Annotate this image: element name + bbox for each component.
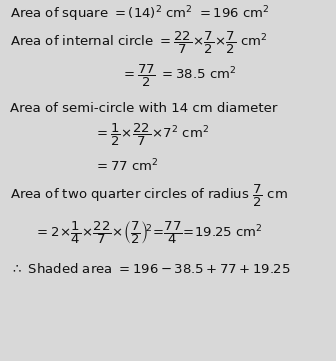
Text: $= 77$ cm$^2$: $= 77$ cm$^2$ — [94, 158, 158, 174]
Text: $= 2\!\times\!\dfrac{1}{4}\!\times\!\dfrac{22}{7}\!\times\!\left(\dfrac{7}{2}\ri: $= 2\!\times\!\dfrac{1}{4}\!\times\!\dfr… — [34, 219, 262, 246]
Text: $= \dfrac{1}{2}\!\times\!\dfrac{22}{7}\!\times\!7^2$ cm$^2$: $= \dfrac{1}{2}\!\times\!\dfrac{22}{7}\!… — [94, 122, 209, 148]
Text: Area of semi-circle with 14 cm diameter: Area of semi-circle with 14 cm diameter — [10, 102, 278, 115]
Text: $= \dfrac{77}{2}\;= 38.5$ cm$^2$: $= \dfrac{77}{2}\;= 38.5$ cm$^2$ — [121, 63, 236, 89]
Text: Area of two quarter circles of radius $\dfrac{7}{2}$ cm: Area of two quarter circles of radius $\… — [10, 183, 288, 209]
Text: $\therefore$ Shaded area $= 196 - 38.5 + 77 + 19.25$: $\therefore$ Shaded area $= 196 - 38.5 +… — [10, 262, 291, 276]
Text: Area of square $= (14)^2$ cm$^2$ $= 196$ cm$^2$: Area of square $= (14)^2$ cm$^2$ $= 196$… — [10, 5, 269, 24]
Text: Area of internal circle $= \dfrac{22}{7}\!\times\!\dfrac{7}{2}\!\times\!\dfrac{7: Area of internal circle $= \dfrac{22}{7}… — [10, 30, 267, 56]
